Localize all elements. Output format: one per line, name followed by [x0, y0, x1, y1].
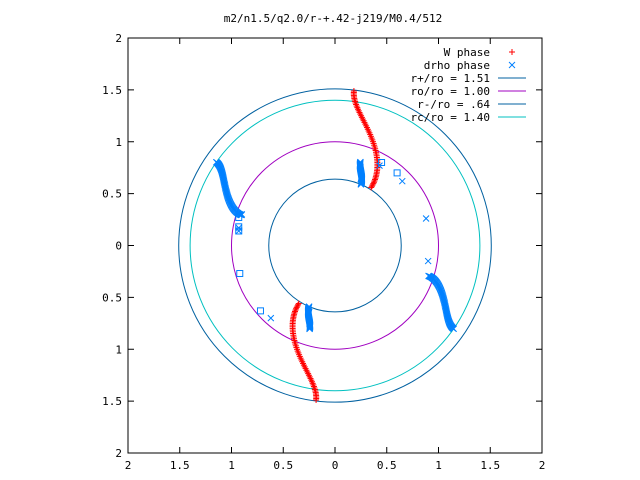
y-tick-label: 2 [115, 32, 122, 45]
legend-label: ro/ro = 1.00 [411, 85, 490, 98]
radius-circle [231, 141, 439, 350]
data-points [212, 88, 458, 403]
w-phase-point [368, 183, 375, 190]
legend-label: drho phase [424, 59, 490, 72]
w-phase-point [371, 177, 378, 184]
y-tick-label: 1 [115, 343, 122, 356]
drho-square-point [235, 223, 243, 231]
legend-label: W phase [444, 46, 490, 59]
drho-phase-point [357, 158, 364, 166]
radius-circles [178, 88, 492, 403]
radius-circle [189, 99, 481, 392]
drho-square-point [236, 270, 244, 278]
drho-phase-point [450, 325, 458, 333]
y-tick-label: 0.5 [102, 188, 122, 201]
w-phase-point [370, 179, 377, 186]
x-tick-label: 0.5 [273, 459, 293, 472]
w-phase-point [313, 396, 320, 403]
axis-tick-labels: 2 1.5 1 0.5 0 0.5 1 1.5 221.510.500.511.52 [102, 32, 545, 472]
drho-phase-point [235, 227, 243, 235]
chart-title: m2/n1.5/q2.0/r-+.42-j219/M0.4/512 [224, 12, 443, 25]
legend-label: rc/ro = 1.40 [411, 111, 490, 124]
drho-square-point [235, 213, 243, 221]
y-tick-label: 1.5 [102, 84, 122, 97]
x-tick-label: 1.5 [170, 459, 190, 472]
x-tick-label: 1.5 [480, 459, 500, 472]
axis-ticks [127, 37, 543, 454]
drho-phase-point [306, 325, 313, 333]
w-phase-point [294, 303, 301, 310]
legend-label: r-/ro = .64 [417, 98, 490, 111]
x-tick-label: 0 [332, 459, 339, 472]
w-phase-point [295, 300, 302, 307]
drho-phase-point [267, 314, 275, 322]
drho-phase-point [212, 158, 220, 166]
w-phase-point [293, 305, 300, 312]
w-phase-point [368, 184, 375, 191]
x-tick-label: 2 [539, 459, 546, 472]
x-tick-label: 2 [125, 459, 132, 472]
drho-square-point [235, 227, 243, 235]
y-tick-label: 2 [115, 447, 122, 460]
y-tick-label: 0.5 [102, 291, 122, 304]
w-phase-point [293, 304, 300, 311]
radius-circle [178, 88, 492, 403]
drho-square-point [393, 169, 401, 177]
y-tick-label: 1 [115, 136, 122, 149]
x-tick-label: 1 [228, 459, 235, 472]
x-tick-label: 1 [435, 459, 442, 472]
w-phase-point [350, 88, 357, 95]
w-phase-point [369, 181, 376, 188]
x-tick-label: 0.5 [377, 459, 397, 472]
y-tick-label: 0 [115, 240, 122, 253]
w-phase-point [370, 180, 377, 187]
drho-phase-point [424, 257, 432, 265]
drho-phase-point [398, 177, 406, 185]
drho-square-point [378, 159, 386, 166]
w-phase-point [292, 307, 299, 314]
w-phase-point [295, 301, 302, 308]
drho-phase-point [422, 215, 430, 222]
legend-label: r+/ro = 1.51 [411, 72, 490, 85]
y-tick-label: 1.5 [102, 395, 122, 408]
drho-square-point [256, 307, 264, 315]
radius-circle [268, 178, 402, 313]
legend-cross-marker [508, 61, 516, 69]
legend-plus-marker [509, 49, 515, 55]
